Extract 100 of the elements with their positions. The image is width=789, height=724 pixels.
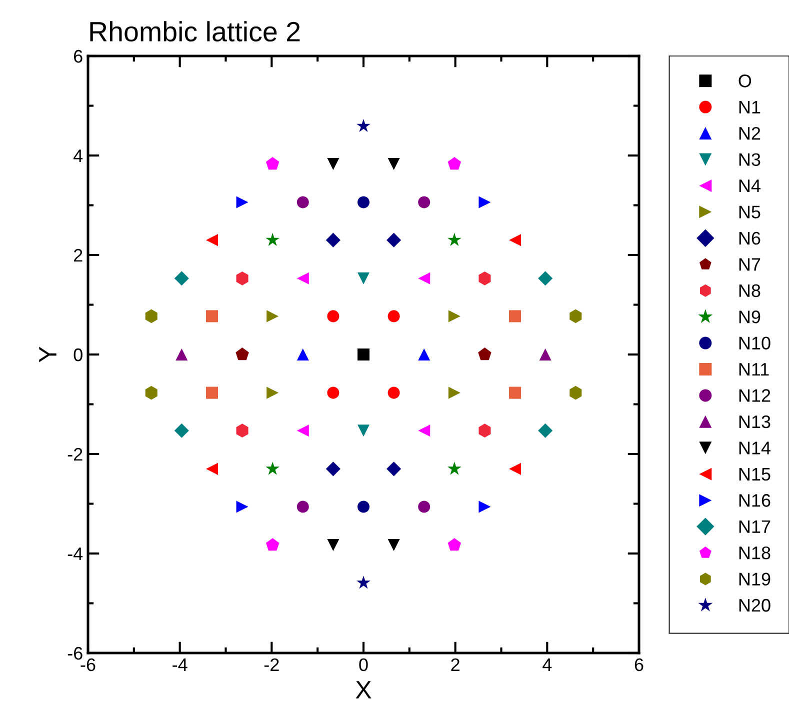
y-tick-label: 0: [74, 348, 82, 362]
x-axis-title: X: [356, 681, 372, 698]
legend-label: N4: [739, 180, 760, 192]
x-tick-label: 4: [542, 658, 552, 671]
point: [448, 386, 460, 399]
point: [296, 196, 309, 208]
point: [266, 157, 280, 170]
legend-label: N10: [739, 336, 770, 350]
point: [145, 386, 158, 400]
point: [327, 386, 340, 399]
point: [357, 196, 370, 208]
point: [327, 158, 340, 170]
legend-label: N2: [739, 126, 760, 140]
point: [357, 272, 370, 284]
legend-label: N8: [739, 284, 760, 298]
point: [145, 309, 158, 324]
point: [174, 271, 189, 286]
point: [236, 271, 248, 286]
point: [296, 500, 309, 513]
legend-label: N16: [739, 494, 770, 507]
point: [356, 118, 370, 132]
point: [266, 386, 279, 399]
legend-label: N6: [739, 232, 760, 245]
y-axis-title: Y: [39, 346, 56, 362]
point: [539, 348, 552, 361]
point: [386, 232, 402, 248]
point: [509, 234, 522, 246]
point: [570, 309, 582, 324]
y-tick-label: 4: [74, 150, 83, 162]
point: [236, 424, 248, 438]
y-tick-label: -6: [68, 646, 82, 660]
point: [538, 423, 553, 438]
legend-label: N3: [739, 153, 760, 166]
point: [296, 272, 309, 284]
point: [266, 462, 280, 475]
legend-label: N19: [739, 572, 770, 586]
point: [418, 348, 430, 361]
legend-label: N18: [739, 546, 770, 560]
point: [236, 500, 248, 513]
point: [206, 310, 218, 322]
legend-label: N13: [739, 415, 770, 428]
point: [388, 158, 400, 170]
legend-label: O: [738, 74, 752, 88]
point: [509, 386, 522, 399]
point: [418, 272, 430, 284]
legend-label: N1: [739, 100, 760, 114]
legend-label: N9: [739, 310, 760, 324]
y-tick-label: -4: [68, 548, 83, 560]
point: [478, 500, 491, 513]
point: [266, 310, 279, 322]
point: [418, 500, 430, 513]
point: [509, 462, 522, 475]
legend-label: N11: [739, 363, 769, 376]
point: [206, 462, 218, 475]
point: [570, 386, 582, 400]
x-tick-label: 2: [451, 658, 460, 671]
point: [327, 539, 340, 552]
point: [388, 310, 400, 322]
x-tick-label: 0: [359, 658, 368, 672]
point: [478, 424, 491, 438]
point: [206, 386, 218, 399]
point: [266, 538, 280, 551]
legend-label: N14: [739, 442, 771, 454]
point: [448, 310, 460, 322]
point: [296, 348, 309, 361]
x-tick-label: 6: [634, 658, 644, 672]
legend-label: N17: [739, 520, 770, 533]
point: [327, 310, 340, 322]
point: [388, 539, 400, 552]
y-tick-label: 2: [74, 248, 82, 262]
point: [236, 196, 248, 208]
point: [174, 423, 189, 438]
x-tick-label: -2: [264, 658, 279, 671]
point: [266, 232, 280, 246]
point: [448, 538, 462, 551]
point: [478, 348, 492, 360]
point: [176, 348, 188, 361]
point: [509, 310, 522, 322]
legend-label: N7: [739, 258, 760, 271]
point: [326, 232, 340, 248]
legend-label: N12: [739, 389, 770, 402]
legend-label: N5: [739, 206, 760, 218]
point: [418, 424, 430, 437]
x-tick-label: -4: [172, 658, 188, 671]
point: [448, 157, 462, 170]
point: [206, 234, 218, 246]
legend-label: N20: [739, 598, 770, 612]
y-tick-label: 6: [74, 50, 82, 63]
point: [357, 500, 370, 513]
chart-title: Rhombic lattice 2: [90, 21, 300, 42]
point: [386, 462, 402, 476]
y-tick-label: -2: [68, 448, 82, 461]
point: [478, 196, 491, 208]
point: [447, 232, 462, 246]
point: [356, 576, 370, 589]
point: [326, 462, 340, 476]
point: [447, 462, 462, 475]
point: [296, 424, 309, 437]
point: [357, 348, 370, 361]
point: [236, 348, 249, 360]
